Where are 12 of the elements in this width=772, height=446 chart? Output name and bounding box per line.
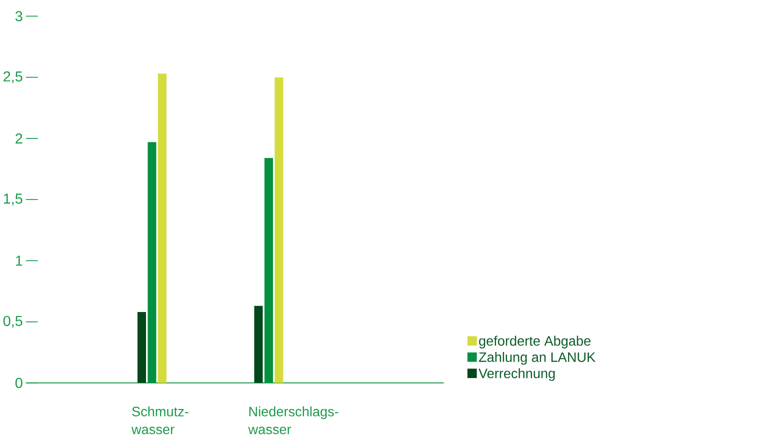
- x-tick-label: Schmutz- wasser: [132, 406, 188, 434]
- legend-label: Zahlung an LANUK: [478, 352, 596, 365]
- y-tick-label: 2: [16, 133, 22, 144]
- y-tick-label: 0,5: [3, 316, 22, 328]
- y-tick-label: 1,5: [4, 194, 22, 206]
- y-tick-label: 2,5: [4, 71, 22, 84]
- legend-label: geforderte Abgabe: [479, 336, 590, 348]
- y-tick-label: 0: [15, 378, 22, 388]
- x-tick-label: Niederschlags- wasser: [248, 406, 338, 434]
- y-tick-label: 3: [15, 11, 22, 22]
- y-tick-label: 1: [16, 256, 22, 266]
- legend-label: Verrechnung: [478, 368, 555, 381]
